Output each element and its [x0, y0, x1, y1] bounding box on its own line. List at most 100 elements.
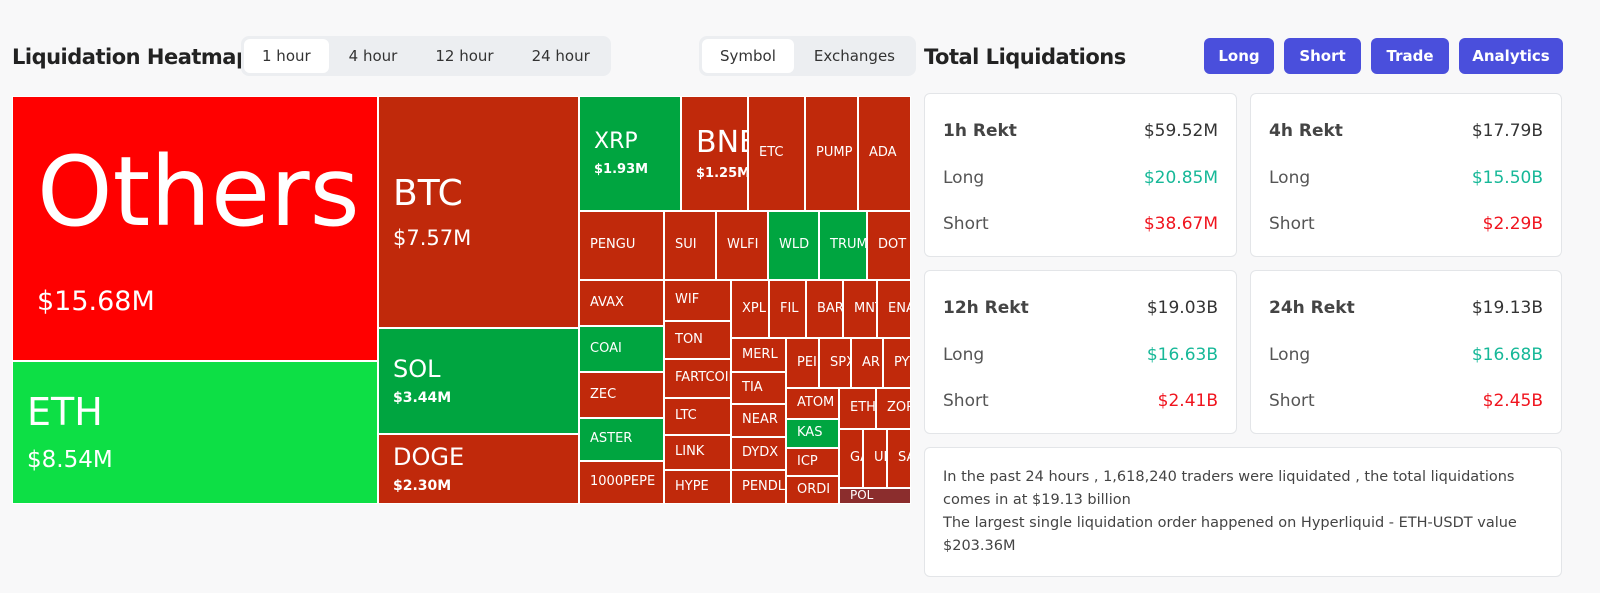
tile[interactable]: ORDI: [786, 476, 839, 504]
tile[interactable]: LTC: [664, 398, 731, 435]
tile[interactable]: SA: [887, 429, 911, 488]
card-title: 1h Rekt: [943, 121, 1017, 141]
card-total: $17.79B: [1471, 121, 1543, 141]
tile[interactable]: WIF: [664, 280, 731, 321]
time-tab[interactable]: 12 hour: [435, 47, 494, 65]
card-row: Short $2.41B: [943, 391, 1218, 411]
tile[interactable]: HYPE: [664, 470, 731, 504]
view-tab[interactable]: Exchanges: [813, 47, 895, 65]
button[interactable]: Long: [1204, 38, 1274, 74]
row-value: $2.29B: [1482, 214, 1543, 234]
tile-value: $8.54M: [27, 447, 113, 474]
tile[interactable]: MERL: [731, 338, 786, 372]
tile[interactable]: Others $15.68M: [12, 96, 378, 361]
tile[interactable]: ETH: [839, 388, 876, 429]
tile-label: ETH: [850, 400, 876, 416]
tile[interactable]: MNT: [843, 280, 877, 338]
tile-label: PUMP: [816, 145, 853, 161]
card-header: 24h Rekt $19.13B: [1269, 298, 1543, 318]
tile[interactable]: KAS: [786, 419, 839, 448]
tile-label: COAI: [590, 340, 622, 356]
tile[interactable]: WLFI: [716, 211, 768, 280]
time-tab[interactable]: 1 hour: [244, 39, 329, 73]
tile[interactable]: FIL: [769, 280, 806, 338]
summary: In the past 24 hours , 1,618,240 traders…: [924, 447, 1562, 577]
tile-label: DOGE: [393, 442, 465, 471]
tile[interactable]: BNB $1.25M: [681, 96, 748, 211]
tile[interactable]: 1000PEPE: [579, 461, 664, 504]
row-value: $20.85M: [1143, 168, 1218, 188]
tile-label: TON: [675, 331, 703, 347]
card: 24h Rekt $19.13B Long $16.68B Short $2.45B: [1250, 270, 1562, 434]
tile[interactable]: ZOR: [876, 388, 911, 429]
tile-label: PYT: [894, 354, 910, 370]
tile[interactable]: ASTER: [579, 418, 664, 461]
card-header: 12h Rekt $19.03B: [943, 298, 1218, 318]
tile[interactable]: DYDX: [731, 437, 786, 470]
tile-label: ZOR: [887, 400, 910, 416]
tile[interactable]: DOT: [867, 211, 911, 280]
tile-label: UI: [874, 450, 887, 466]
card-header: 4h Rekt $17.79B: [1269, 121, 1543, 141]
button[interactable]: Trade: [1371, 38, 1449, 74]
time-tab[interactable]: 24 hour: [531, 47, 590, 65]
tile[interactable]: TRUMP: [819, 211, 867, 280]
tile[interactable]: PYT: [883, 338, 911, 388]
tile[interactable]: SPX: [819, 338, 851, 388]
tile-label: AR: [862, 354, 880, 370]
tile[interactable]: XPL: [731, 280, 769, 338]
view-tab[interactable]: Symbol: [702, 39, 794, 73]
card-row: Long $20.85M: [943, 168, 1218, 188]
tile[interactable]: POL: [839, 488, 911, 504]
tile[interactable]: PENDLE: [731, 470, 786, 504]
tile[interactable]: NEAR: [731, 404, 786, 437]
tile-label: NEAR: [742, 412, 778, 428]
tile[interactable]: WLD: [768, 211, 819, 280]
tile[interactable]: PENGU: [579, 211, 664, 280]
tile-label: WLD: [779, 237, 810, 253]
row-value: $15.50B: [1471, 168, 1543, 188]
tile[interactable]: ENA: [877, 280, 911, 338]
time-tab[interactable]: 4 hour: [348, 47, 398, 65]
card-total: $19.13B: [1471, 298, 1543, 318]
tile[interactable]: ZEC: [579, 372, 664, 418]
tile[interactable]: SOL $3.44M: [378, 328, 579, 434]
tile[interactable]: DOGE $2.30M: [378, 434, 579, 504]
tile[interactable]: ADA: [858, 96, 911, 211]
tile-label: FIL: [780, 300, 799, 316]
tile[interactable]: UI: [863, 429, 887, 488]
tile[interactable]: FARTCOIN: [664, 359, 731, 398]
button[interactable]: Short: [1284, 38, 1361, 74]
tile-label: SPX: [830, 354, 850, 370]
tile[interactable]: TIA: [731, 372, 786, 404]
tile[interactable]: XRP $1.93M: [579, 96, 681, 211]
tile[interactable]: AVAX: [579, 280, 664, 326]
tile[interactable]: SUI: [664, 211, 716, 280]
tile[interactable]: ETC: [748, 96, 805, 211]
tile[interactable]: TON: [664, 321, 731, 359]
tile-label: BAR: [817, 300, 843, 316]
tile[interactable]: GA: [839, 429, 863, 488]
tile[interactable]: ETH $8.54M: [12, 361, 378, 504]
button[interactable]: Analytics: [1459, 38, 1563, 74]
tile[interactable]: AR: [851, 338, 883, 388]
tile-label: BNB: [696, 124, 747, 160]
tile[interactable]: LINK: [664, 435, 731, 470]
tile[interactable]: BAR: [806, 280, 843, 338]
card-row: Short $2.29B: [1269, 214, 1543, 234]
row-label: Short: [1269, 214, 1315, 234]
tile[interactable]: BTC $7.57M: [378, 96, 579, 328]
tile-label: ZEC: [590, 386, 617, 402]
tile[interactable]: COAI: [579, 326, 664, 372]
tile-label: XPL: [742, 300, 766, 316]
row-label: Long: [943, 168, 985, 188]
tile-value: $2.30M: [393, 478, 452, 495]
tile[interactable]: PUMP: [805, 96, 858, 211]
tile[interactable]: ICP: [786, 448, 839, 476]
tile-label: ADA: [869, 145, 897, 161]
tile-label: 1000PEPE: [590, 474, 656, 490]
tile-label: ETH: [27, 389, 103, 434]
tile[interactable]: PEI: [786, 338, 819, 388]
tile[interactable]: ATOM: [786, 388, 839, 419]
